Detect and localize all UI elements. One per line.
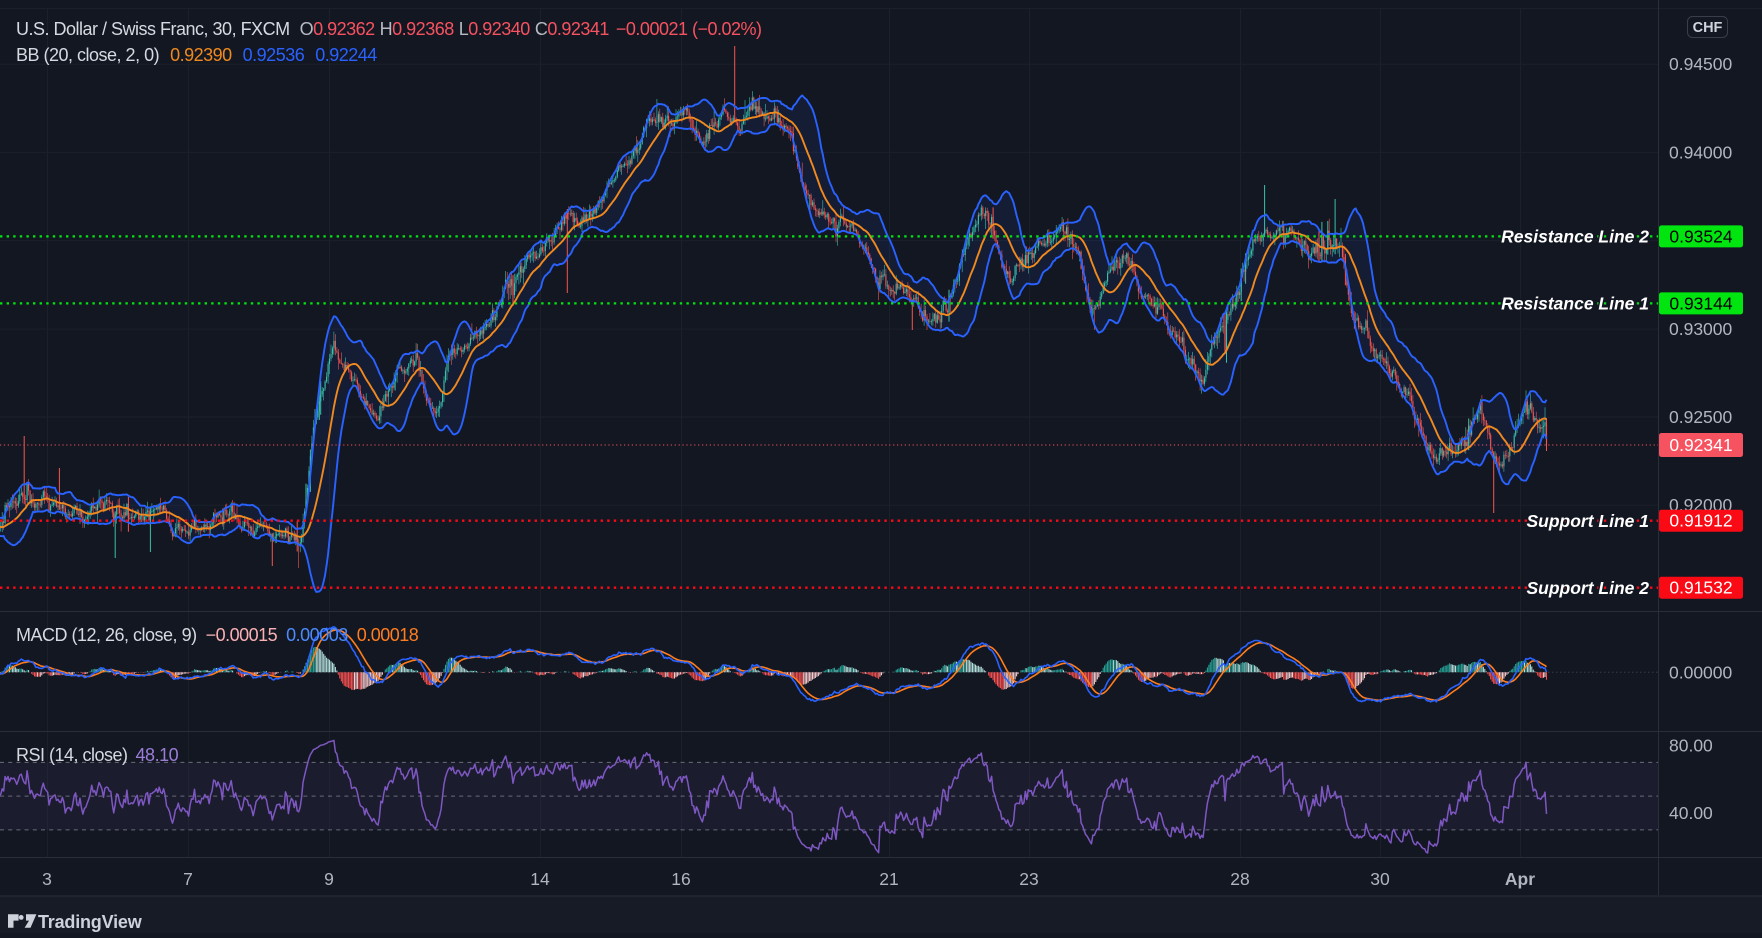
svg-text:0.92341: 0.92341 [1669,435,1732,455]
svg-text:30: 30 [1370,869,1390,889]
svg-text:0.93144: 0.93144 [1669,293,1733,313]
svg-text:0.91532: 0.91532 [1669,578,1732,598]
svg-text:TradingView: TradingView [38,912,143,932]
svg-text:MACD (12, 26, close, 9)−0.0001: MACD (12, 26, close, 9) −0.00015 0.00003 0.… [16,625,419,645]
svg-text:0.93000: 0.93000 [1669,319,1733,339]
svg-text:RSI (14, close)48.10: RSI (14, close) 48.10 [16,745,179,765]
svg-text:Apr: Apr [1505,869,1535,889]
svg-text:Support Line 2: Support Line 2 [1527,578,1650,598]
svg-text:0.94000: 0.94000 [1669,142,1733,162]
svg-text:0.94500: 0.94500 [1669,54,1733,74]
svg-text:0.00000: 0.00000 [1669,662,1733,682]
svg-text:0.92500: 0.92500 [1669,407,1733,427]
svg-text:80.00: 80.00 [1669,736,1713,756]
svg-text:Resistance Line 1: Resistance Line 1 [1501,294,1649,314]
svg-text:23: 23 [1019,869,1038,889]
svg-text:40.00: 40.00 [1669,803,1713,823]
svg-text:3: 3 [42,869,52,889]
svg-text:28: 28 [1230,869,1249,889]
svg-text:Resistance Line 2: Resistance Line 2 [1501,227,1649,247]
svg-text:Support Line 1: Support Line 1 [1527,511,1650,531]
svg-text:0.93524: 0.93524 [1669,226,1733,246]
svg-text:0.91912: 0.91912 [1669,511,1732,531]
svg-text:9: 9 [324,869,334,889]
svg-text:7: 7 [183,869,193,889]
svg-text:21: 21 [879,869,898,889]
svg-text:CHF: CHF [1693,20,1723,36]
svg-text:U.S. Dollar / Swiss Franc, 30,: U.S. Dollar / Swiss Franc, 30, FXCM O0.92… [16,19,762,39]
svg-text:16: 16 [671,869,690,889]
svg-text:14: 14 [530,869,550,889]
